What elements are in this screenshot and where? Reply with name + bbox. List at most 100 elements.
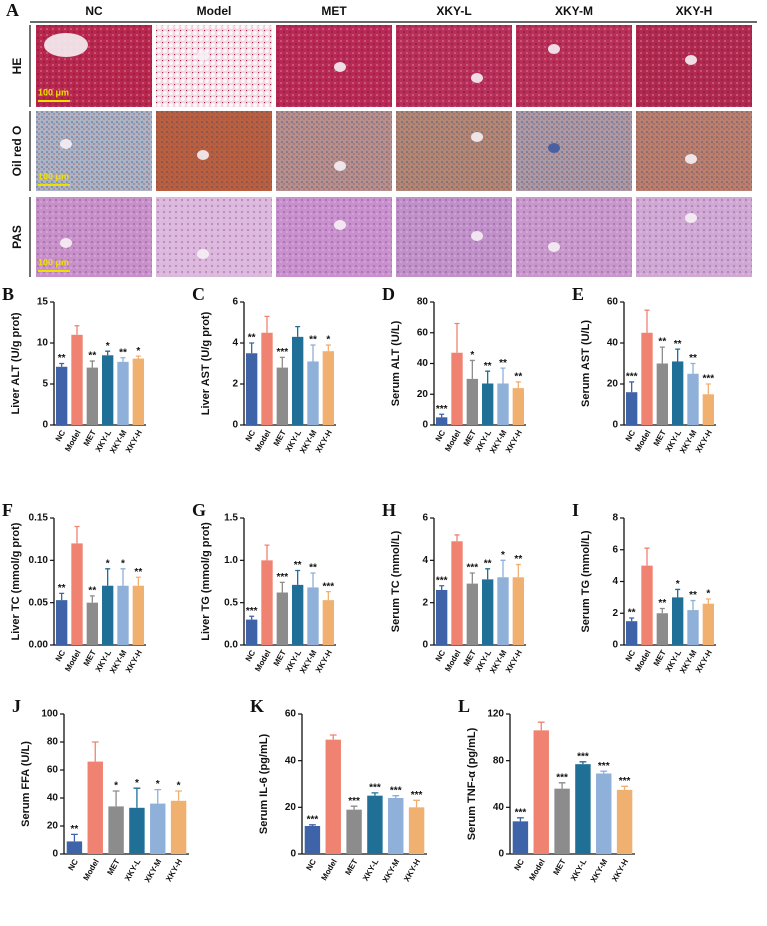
error-bar — [89, 360, 95, 368]
panel-letter: G — [192, 500, 206, 520]
y-tick-label: 0 — [290, 849, 296, 860]
error-bar — [329, 734, 337, 740]
error-bar — [279, 356, 285, 368]
panel-letter: B — [2, 284, 14, 304]
bar — [108, 806, 124, 854]
significance-label: * — [136, 346, 140, 357]
error-bar — [485, 568, 491, 580]
y-tick-label: 20 — [285, 802, 297, 813]
x-tick-label: Model — [319, 858, 338, 883]
y-tick-label: 15 — [37, 297, 49, 308]
bar — [101, 585, 114, 645]
x-tick-label: XKY-M — [589, 857, 610, 884]
x-tick-label: Model — [443, 429, 462, 454]
error-bar — [279, 581, 285, 593]
y-tick-label: 6 — [232, 297, 238, 308]
panel-letter: I — [572, 500, 579, 520]
error-bar — [629, 617, 635, 622]
y-axis-label: Liver ALT (U/g prot) — [10, 312, 22, 414]
y-tick-label: 40 — [417, 358, 429, 369]
x-tick-label: NC — [244, 428, 258, 443]
y-axis-label: Serum TNF-α (pg/mL) — [466, 727, 478, 840]
bar — [101, 355, 114, 425]
y-tick-label: 0 — [232, 420, 238, 431]
bar — [132, 585, 145, 645]
y-tick-label: 60 — [47, 765, 59, 776]
bar — [55, 600, 68, 645]
bar — [687, 373, 699, 425]
bar — [129, 807, 145, 854]
error-bar — [629, 381, 635, 393]
significance-label: ** — [309, 335, 317, 346]
significance-label: ** — [484, 361, 492, 372]
scale-bar-label: 100 μm — [38, 257, 69, 267]
error-bar — [249, 615, 255, 620]
bar — [481, 383, 494, 425]
significance-label: *** — [436, 575, 448, 586]
y-tick-label: 60 — [285, 709, 297, 720]
panel-letter: D — [382, 284, 395, 304]
bar — [687, 610, 699, 645]
error-bar — [264, 544, 270, 561]
bar — [150, 803, 166, 854]
micrograph-texture — [396, 111, 512, 191]
error-bar — [659, 607, 665, 614]
significance-label: *** — [619, 776, 631, 787]
bar — [261, 560, 273, 645]
y-tick-label: 2 — [612, 608, 618, 619]
error-bar — [309, 824, 316, 826]
vessel — [548, 242, 560, 252]
significance-label: * — [114, 781, 118, 792]
y-tick-label: 20 — [47, 821, 59, 832]
y-tick-label: 40 — [285, 755, 297, 766]
error-bar — [120, 357, 126, 362]
y-tick-label: 0 — [612, 420, 618, 431]
significance-label: *** — [598, 761, 610, 772]
x-tick-label: MET — [343, 857, 359, 876]
x-tick-label: Model — [253, 649, 272, 674]
bar — [322, 600, 335, 645]
y-tick-label: 0 — [422, 640, 428, 651]
x-tick-label: XKY-H — [402, 857, 422, 883]
error-bar — [600, 770, 608, 774]
x-tick-label: XKY-H — [610, 857, 630, 883]
y-tick-label: 60 — [417, 327, 429, 338]
bar — [132, 358, 145, 425]
y-tick-label: 0.0 — [224, 640, 238, 651]
bar — [625, 621, 638, 645]
significance-label: *** — [556, 772, 568, 783]
significance-label: ** — [628, 608, 636, 619]
y-tick-label: 100 — [41, 709, 58, 720]
vessel — [548, 44, 560, 54]
error-bar — [175, 790, 182, 801]
x-tick-label: XKY-M — [143, 857, 164, 884]
panel-letter: H — [382, 500, 396, 520]
bar — [346, 809, 362, 854]
bar — [596, 773, 612, 854]
error-bar — [454, 322, 460, 353]
x-tick-label: NC — [54, 428, 68, 443]
significance-label: *** — [369, 783, 381, 794]
y-tick-label: 1.0 — [224, 555, 238, 566]
error-bar — [675, 348, 681, 362]
y-tick-label: 40 — [493, 802, 505, 813]
significance-label: *** — [307, 814, 319, 825]
micrograph-texture — [396, 25, 512, 107]
x-tick-label: Model — [253, 429, 272, 454]
panel-letter: L — [458, 696, 470, 716]
x-tick-label: Model — [633, 649, 652, 674]
y-tick-label: 10 — [37, 338, 49, 349]
y-tick-label: 80 — [47, 737, 59, 748]
micrograph-texture — [156, 111, 272, 191]
error-bar — [295, 325, 301, 337]
bar — [497, 383, 509, 425]
error-bar — [469, 572, 475, 584]
x-tick-label: NC — [434, 648, 448, 663]
micrograph-texture — [516, 197, 632, 277]
micrograph-texture — [156, 197, 272, 277]
y-tick-label: 0.15 — [29, 513, 49, 524]
scale-bar-label: 100 μm — [38, 87, 69, 97]
panel-letter: J — [12, 696, 21, 716]
